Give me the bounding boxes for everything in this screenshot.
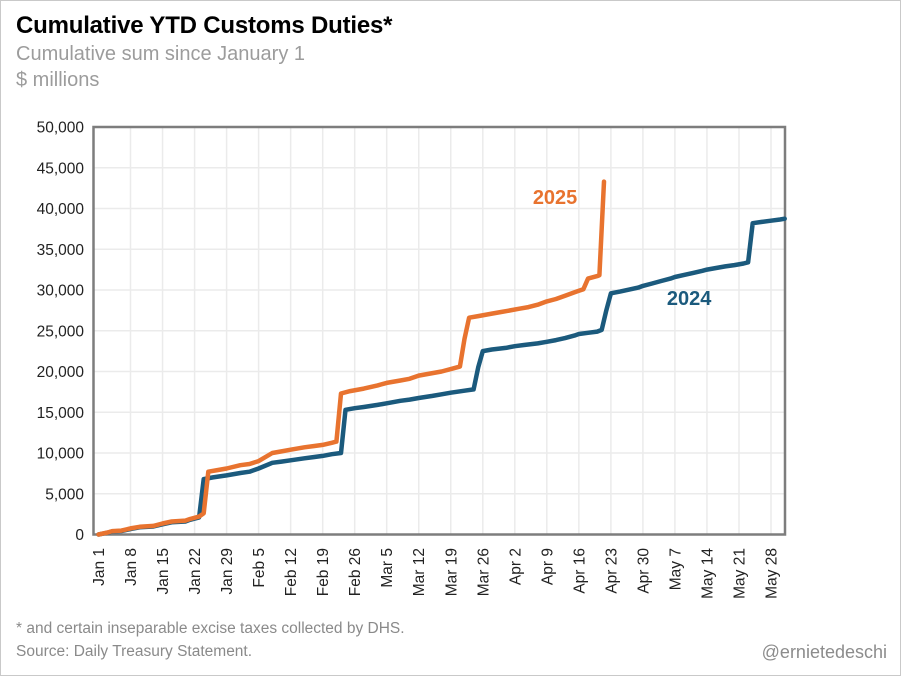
y-tick-label: 35,000 [37, 242, 85, 259]
y-tick-label: 45,000 [37, 160, 85, 177]
y-tick-label: 0 [75, 527, 84, 544]
y-tick-label: 25,000 [37, 323, 85, 340]
chart-footnotes: * and certain inseparable excise taxes c… [16, 617, 405, 663]
x-tick-label: Apr 30 [635, 548, 652, 594]
y-tick-label: 30,000 [37, 283, 85, 300]
x-tick-label: Jan 1 [91, 548, 108, 586]
x-tick-label: Jan 22 [187, 548, 204, 595]
x-tick-label: Mar 5 [379, 548, 396, 588]
x-tick-label: May 21 [731, 548, 748, 599]
x-tick-label: Mar 26 [475, 548, 492, 596]
y-tick-label: 50,000 [37, 120, 85, 137]
series-label-2025: 2025 [533, 187, 578, 209]
y-tick-label: 10,000 [37, 446, 85, 463]
y-tick-label: 20,000 [37, 364, 85, 381]
x-tick-label: May 28 [764, 548, 781, 599]
source-text: Source: Daily Treasury Statement. [16, 643, 253, 660]
plot-border [92, 125, 787, 536]
x-tick-label: Apr 16 [571, 548, 588, 594]
x-tick-label: Mar 19 [443, 548, 460, 596]
y-tick-label: 40,000 [37, 201, 85, 218]
x-tick-label: Feb 5 [251, 548, 268, 588]
x-tick-label: Feb 26 [347, 548, 364, 596]
y-tick-label: 15,000 [37, 405, 85, 422]
x-tick-label: May 7 [667, 548, 684, 590]
x-tick-label: Apr 2 [507, 548, 524, 585]
chart-subtitle: Cumulative sum since January 1 [16, 43, 306, 65]
footnote-text: * and certain inseparable excise taxes c… [16, 620, 405, 637]
chart-title: Cumulative YTD Customs Duties* [16, 12, 393, 39]
x-tick-label: Feb 19 [315, 548, 332, 596]
line-2025 [96, 179, 607, 537]
x-tick-label: Mar 12 [411, 548, 428, 596]
x-tick-label: Jan 29 [219, 548, 236, 595]
author-credit: @ernietedeschi [761, 642, 887, 662]
x-tick-label: Feb 12 [283, 548, 300, 596]
series-label-2024: 2024 [667, 288, 712, 310]
chart-units: $ millions [16, 69, 100, 91]
x-tick-label: Apr 23 [603, 548, 620, 594]
chart-header: Cumulative YTD Customs Duties* Cumulativ… [16, 11, 393, 93]
y-tick-label: 5,000 [45, 486, 84, 503]
x-tick-label: Apr 9 [539, 548, 556, 585]
x-tick-label: Jan 15 [155, 548, 172, 595]
x-tick-label: May 14 [699, 548, 716, 599]
x-tick-label: Jan 8 [123, 548, 140, 586]
line-2024 [96, 216, 787, 537]
